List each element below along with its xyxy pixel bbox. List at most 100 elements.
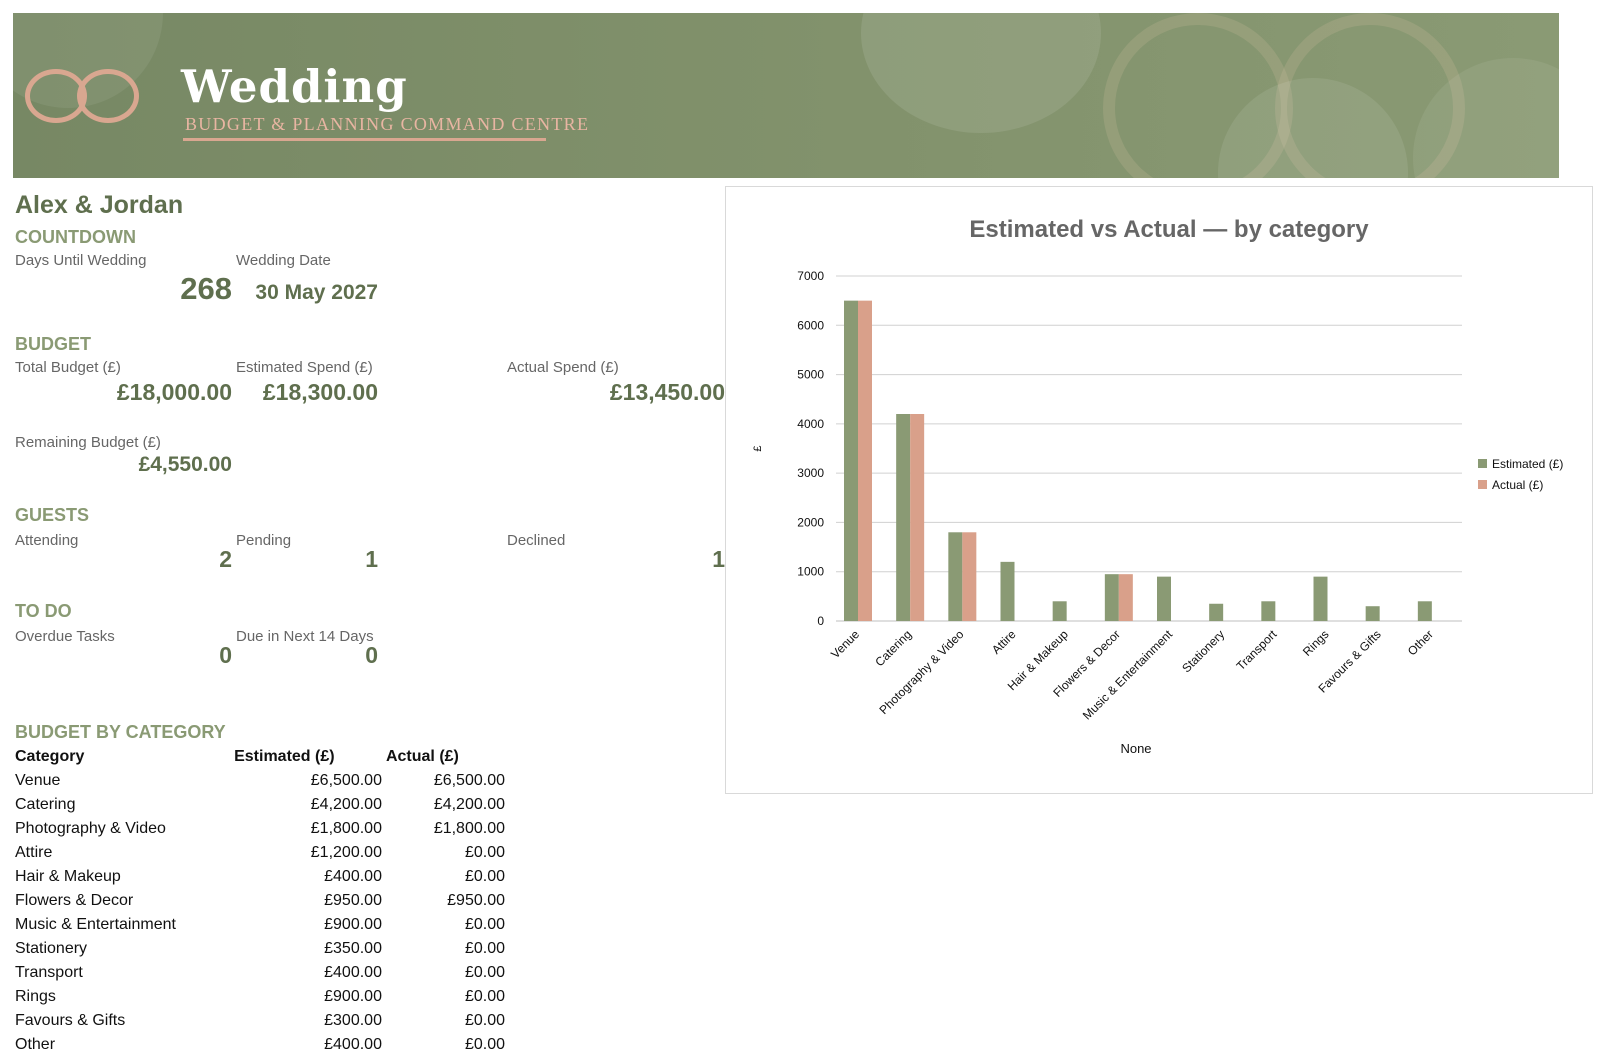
actual-bar [1118, 574, 1133, 621]
estimated-bar [1052, 601, 1067, 621]
estimated-bar [948, 532, 963, 621]
table-row: Hair & Makeup £400.00 £0.00 [15, 865, 505, 889]
budget-by-category-heading: BUDGET BY CATEGORY [15, 722, 226, 742]
estimated-cell: £350.00 [324, 940, 382, 957]
pending-value: 1 [365, 546, 378, 572]
y-axis-label: £ [752, 445, 764, 451]
chart-title: Estimated vs Actual — by category [969, 216, 1369, 243]
estimated-bar [1104, 574, 1119, 621]
estimated-cell: £1,200.00 [310, 844, 382, 861]
legend-entry: Estimated (£) [1492, 457, 1563, 471]
actual-cell: £0.00 [464, 868, 505, 885]
actual-cell: £0.00 [464, 844, 505, 861]
estimated-bar [1261, 601, 1276, 621]
days-until-label: Days Until Wedding [15, 252, 147, 269]
actual-cell: £1,800.00 [433, 820, 505, 837]
guests-heading: GUESTS [15, 505, 90, 525]
banner-underline [183, 138, 546, 141]
y-tick-label: 3000 [797, 466, 824, 480]
actual-bar [962, 532, 977, 621]
column-header-category: Category [15, 748, 85, 765]
actual-cell: £950.00 [447, 892, 505, 909]
category-cell: Catering [15, 796, 76, 813]
y-tick-label: 6000 [797, 318, 824, 332]
category-cell: Photography & Video [15, 820, 166, 837]
remaining-budget-label: Remaining Budget (£) [15, 434, 161, 451]
remaining-budget-value: £4,550.00 [138, 453, 232, 476]
estimated-bar [1417, 601, 1432, 621]
category-chart-panel: Estimated vs Actual — by category 0 1000 20… [725, 186, 1593, 794]
actual-cell: £0.00 [464, 1012, 505, 1029]
x-tick-label: Catering [872, 627, 914, 669]
estimated-spend-value: £18,300.00 [262, 379, 378, 405]
wedding-date-value: 30 May 2027 [255, 281, 378, 304]
x-tick-label: Venue [828, 627, 862, 661]
estimated-cell: £300.00 [324, 1012, 382, 1029]
table-row: Favours & Gifts £300.00 £0.00 [15, 1009, 505, 1033]
estimated-cell: £400.00 [324, 964, 382, 981]
estimated-bar [1313, 576, 1328, 621]
estimated-cell: £400.00 [324, 868, 382, 885]
estimated-cell: £900.00 [324, 988, 382, 1005]
estimated-bar [1209, 603, 1224, 621]
table-row: Attire £1,200.00 £0.00 [15, 841, 505, 865]
actual-cell: £0.00 [464, 916, 505, 933]
estimated-cell: £1,800.00 [310, 820, 382, 837]
banner-decor-circle [861, 13, 1101, 133]
todo-heading: TO DO [15, 601, 72, 621]
actual-bar [858, 300, 872, 621]
wedding-date-label: Wedding Date [236, 252, 331, 269]
banner-subtitle: BUDGET & PLANNING COMMAND CENTRE [185, 114, 590, 134]
estimated-bar [844, 300, 858, 621]
x-tick-label: Other [1405, 627, 1436, 658]
category-cell: Attire [15, 844, 53, 861]
overdue-tasks-value: 0 [219, 642, 232, 668]
actual-cell: £6,500.00 [433, 772, 505, 789]
x-tick-label: Rings [1300, 627, 1332, 659]
attending-value: 2 [219, 546, 232, 572]
estimated-bar [896, 414, 911, 621]
budget-by-category-table: Category Estimated (£) Actual (£) Venue £… [15, 745, 505, 1057]
budget-heading: BUDGET [15, 334, 91, 354]
actual-bar [910, 414, 925, 621]
actual-cell: £0.00 [464, 988, 505, 1005]
category-cell: Other [15, 1036, 56, 1053]
category-cell: Venue [15, 772, 61, 789]
actual-spend-label: Actual Spend (£) [507, 359, 619, 376]
actual-spend-value: £13,450.00 [609, 379, 725, 405]
actual-cell: £0.00 [464, 964, 505, 981]
table-row: Stationery £350.00 £0.00 [15, 937, 505, 961]
total-budget-value: £18,000.00 [116, 379, 232, 405]
y-tick-label: 5000 [797, 368, 824, 382]
column-header-estimated: Estimated (£) [234, 748, 335, 765]
estimated-bar [1000, 561, 1015, 621]
pending-label: Pending [236, 532, 292, 549]
legend-swatch [1478, 459, 1487, 468]
table-row: Music & Entertainment £900.00 £0.00 [15, 913, 505, 937]
couple-names: Alex & Jordan [15, 191, 184, 219]
estimated-spend-label: Estimated Spend (£) [236, 359, 373, 376]
actual-cell: £0.00 [464, 940, 505, 957]
x-axis-label: None [1120, 741, 1151, 756]
days-until-value: 268 [180, 271, 232, 306]
column-header-actual: Actual (£) [385, 748, 459, 765]
y-tick-label: 2000 [797, 515, 824, 529]
table-row: Rings £900.00 £0.00 [15, 985, 505, 1009]
estimated-cell: £4,200.00 [310, 796, 382, 813]
table-header-row: Category Estimated (£) Actual (£) [15, 745, 505, 769]
estimated-vs-actual-chart: Estimated vs Actual — by category 0 1000 20… [752, 216, 1563, 756]
countdown-heading: COUNTDOWN [15, 227, 136, 247]
category-cell: Music & Entertainment [15, 916, 176, 933]
y-tick-label: 4000 [797, 417, 824, 431]
attending-label: Attending [15, 532, 79, 549]
declined-label: Declined [507, 532, 566, 549]
table-row: Photography & Video £1,800.00 £1,800.00 [15, 817, 505, 841]
table-row: Other £400.00 £0.00 [15, 1033, 505, 1057]
actual-cell: £0.00 [464, 1036, 505, 1053]
estimated-cell: £400.00 [324, 1036, 382, 1053]
total-budget-label: Total Budget (£) [15, 359, 121, 376]
category-cell: Rings [15, 988, 56, 1005]
legend-entry: Actual (£) [1492, 478, 1543, 492]
estimated-cell: £950.00 [324, 892, 382, 909]
x-tick-label: Transport [1234, 627, 1280, 673]
